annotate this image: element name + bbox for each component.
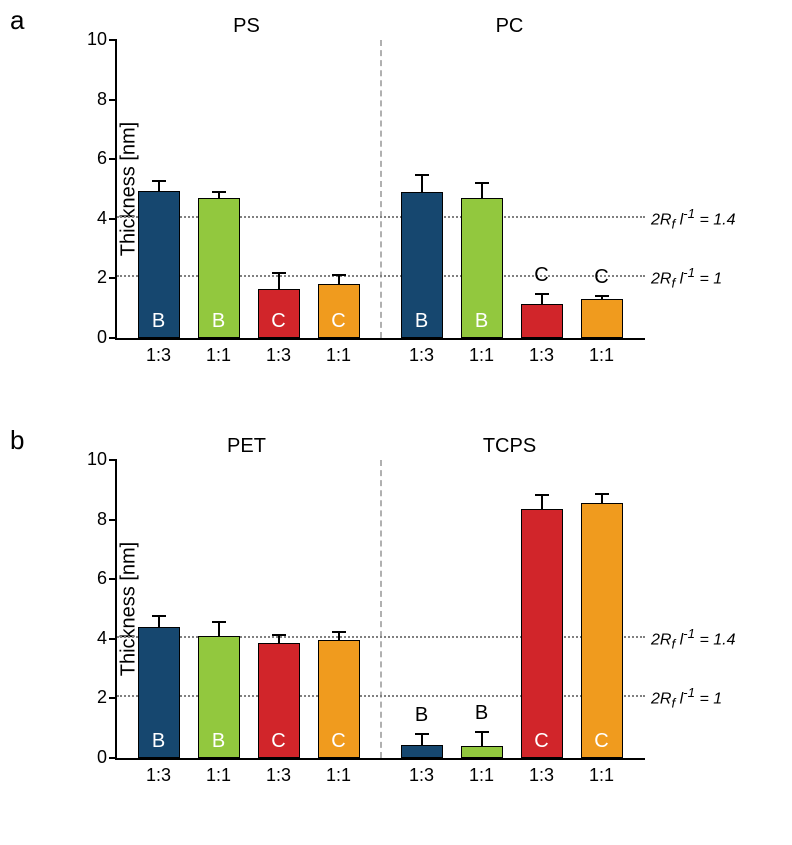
y-tick-label: 6: [77, 148, 107, 169]
y-tick-label: 8: [77, 509, 107, 530]
reference-line: [117, 636, 645, 638]
bar: B: [401, 192, 443, 338]
x-tick-label: 1:1: [193, 345, 245, 366]
bar: B: [461, 198, 503, 338]
bar-group-letter: B: [401, 704, 443, 727]
y-tick-label: 10: [77, 449, 107, 470]
y-tick-label: 2: [77, 687, 107, 708]
bar-group-letter: B: [462, 310, 502, 333]
y-tick-label: 0: [77, 747, 107, 768]
bar: C: [318, 284, 360, 338]
bar: [521, 304, 563, 338]
bar-group-letter: B: [402, 310, 442, 333]
x-tick-label: 1:1: [456, 765, 508, 786]
y-tick: [109, 99, 117, 101]
bar-group-letter: B: [199, 730, 239, 753]
bar-group-letter: B: [139, 730, 179, 753]
bar-group-letter: C: [581, 266, 623, 289]
group-title: PC: [378, 15, 641, 38]
bar-group-letter: C: [319, 310, 359, 333]
x-tick-label: 1:1: [313, 345, 365, 366]
bar: B: [198, 636, 240, 758]
bar-group-letter: B: [461, 702, 503, 725]
reference-line-label: 2Rf l-1 = 1.4: [651, 206, 736, 232]
bar-group-letter: C: [522, 730, 562, 753]
bar-group-letter: C: [259, 310, 299, 333]
bar: [401, 745, 443, 758]
bar-group-letter: B: [199, 310, 239, 333]
bar-group-letter: B: [139, 310, 179, 333]
x-tick-label: 1:1: [313, 765, 365, 786]
reference-line: [117, 695, 645, 697]
y-tick: [109, 218, 117, 220]
x-tick-label: 1:3: [133, 765, 185, 786]
y-tick: [109, 519, 117, 521]
x-tick-label: 1:3: [133, 345, 185, 366]
plot-area: Thickness [nm]0246810B1:3B1:1C1:3C1:1B1:…: [115, 460, 645, 760]
reference-line-label: 2Rf l-1 = 1: [651, 685, 722, 711]
panel-b: bThickness [nm]0246810B1:3B1:1C1:3C1:1B1…: [45, 440, 755, 810]
x-tick-label: 1:1: [576, 345, 628, 366]
bar: B: [138, 627, 180, 758]
x-tick-label: 1:3: [253, 765, 305, 786]
y-tick-label: 2: [77, 267, 107, 288]
y-tick: [109, 757, 117, 759]
y-tick: [109, 459, 117, 461]
panel-a: aThickness [nm]0246810B1:3B1:1C1:3C1:1B1…: [45, 20, 755, 390]
y-tick-label: 6: [77, 568, 107, 589]
bar: C: [581, 503, 623, 758]
x-tick-label: 1:3: [253, 345, 305, 366]
y-tick-label: 10: [77, 29, 107, 50]
panel-label: a: [10, 5, 24, 36]
center-divider: [380, 460, 382, 758]
x-tick-label: 1:1: [576, 765, 628, 786]
bar: B: [138, 191, 180, 339]
x-tick-label: 1:1: [193, 765, 245, 786]
y-tick: [109, 277, 117, 279]
bar-group-letter: C: [319, 730, 359, 753]
bar: B: [198, 198, 240, 338]
y-tick: [109, 158, 117, 160]
bar-group-letter: C: [259, 730, 299, 753]
y-tick-label: 0: [77, 327, 107, 348]
y-tick-label: 4: [77, 208, 107, 229]
y-tick: [109, 578, 117, 580]
group-title: PS: [115, 15, 378, 38]
y-tick: [109, 638, 117, 640]
panel-label: b: [10, 425, 24, 456]
y-tick: [109, 697, 117, 699]
bar: C: [521, 509, 563, 758]
y-tick: [109, 39, 117, 41]
group-title: PET: [115, 435, 378, 458]
x-tick-label: 1:3: [396, 345, 448, 366]
reference-line: [117, 275, 645, 277]
figure: a Thickness [nm]0246810B1:3B1:1C1:3C1:1B1…: [0, 0, 792, 845]
y-tick-label: 4: [77, 628, 107, 649]
bar: [461, 746, 503, 758]
reference-line-label: 2Rf l-1 = 1: [651, 265, 722, 291]
bar-group-letter: C: [582, 730, 622, 753]
y-tick: [109, 337, 117, 339]
bar: C: [258, 643, 300, 758]
bar: C: [318, 640, 360, 758]
bar: C: [258, 289, 300, 338]
x-tick-label: 1:3: [396, 765, 448, 786]
x-tick-label: 1:3: [516, 345, 568, 366]
center-divider: [380, 40, 382, 338]
group-title: TCPS: [378, 435, 641, 458]
reference-line: [117, 216, 645, 218]
y-tick-label: 8: [77, 89, 107, 110]
plot-area: Thickness [nm]0246810B1:3B1:1C1:3C1:1B1:…: [115, 40, 645, 340]
reference-line-label: 2Rf l-1 = 1.4: [651, 626, 736, 652]
bar: [581, 299, 623, 338]
x-tick-label: 1:3: [516, 765, 568, 786]
bar-group-letter: C: [521, 264, 563, 287]
x-tick-label: 1:1: [456, 345, 508, 366]
